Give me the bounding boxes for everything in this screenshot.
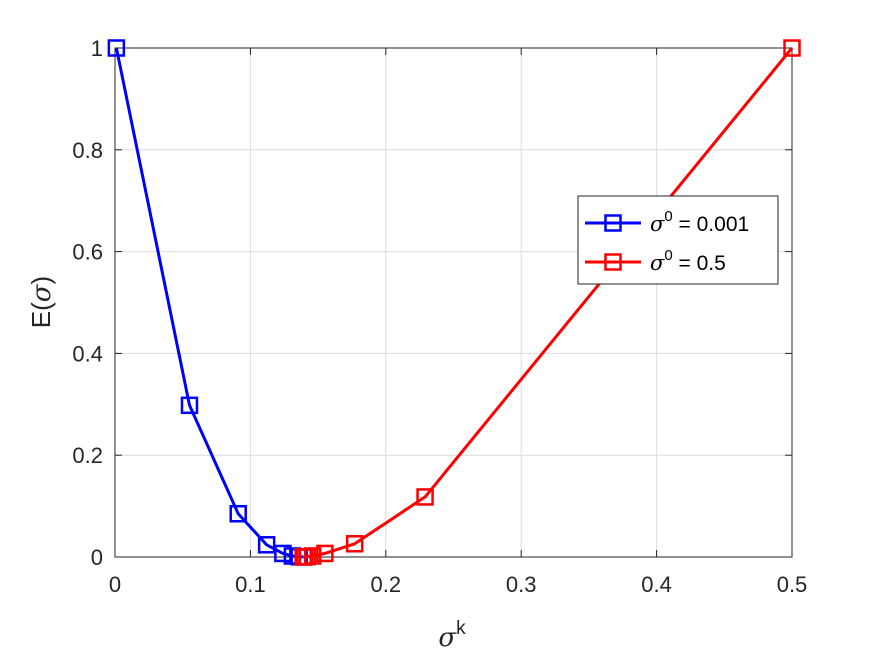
x-tick-label-4: 0.4 [641,572,672,597]
series-1-point-3 [316,544,334,563]
x-tick-label-0: 0 [109,572,121,597]
x-tick-label-1: 0.1 [235,572,266,597]
series-layer [107,39,801,566]
legend-label-1-symbol: σ [650,251,665,275]
y-tick-label-4: 0.8 [72,138,103,163]
series-1-point-7 [294,548,312,566]
legend-label-1-sup: 0 [664,247,672,264]
y-axis-label: E(σ) [26,276,57,328]
legend-label-0-symbol: σ [650,212,665,236]
x-axis-label: σk [438,618,466,653]
legend-label-1: σ0 = 0.5 [650,247,726,275]
legend-label-0: σ0 = 0.001 [650,208,749,236]
plot-frame [114,47,793,558]
legend-label-0-rest: = 0.001 [673,213,749,236]
series-1-point-1 [416,488,434,506]
series-0-point-0 [107,39,126,57]
grid [115,48,792,557]
x-tick-label-5: 0.5 [777,572,808,597]
legend-marker-0 [604,214,622,232]
series-1-point-2 [345,535,364,553]
y-axis-label-suffix: ) [26,276,56,285]
x-tick-label-2: 0.2 [371,572,402,597]
series-1-point-0 [783,39,801,57]
y-tick-label-5: 1 [91,36,103,61]
plot-background [115,48,792,557]
y-axis-label-symbol: σ [27,283,57,302]
x-tick-label-3: 0.3 [506,572,537,597]
series-1 [294,39,801,566]
legend-marker-1 [604,253,622,271]
y-axis-label-prefix: E( [26,302,56,328]
y-tick-label-1: 0.2 [72,443,103,468]
y-tick-label-2: 0.4 [72,341,103,366]
x-axis-label-base: σ [438,623,457,653]
series-0-point-1 [180,396,199,415]
legend-label-1-rest: = 0.5 [673,252,726,275]
x-axis-label-sup: k [456,618,466,639]
axis-ticks: 0 0.1 0.2 0.3 0.4 0.5 0 0.2 0.4 0.6 0.8 1 [72,36,807,597]
legend-label-0-sup: 0 [664,208,672,225]
series-0-point-2 [229,504,247,523]
y-tick-label-3: 0.6 [72,240,103,265]
legend: σ0 = 0.001 σ0 = 0.5 [577,195,779,285]
y-tick-label-0: 0 [91,545,103,570]
